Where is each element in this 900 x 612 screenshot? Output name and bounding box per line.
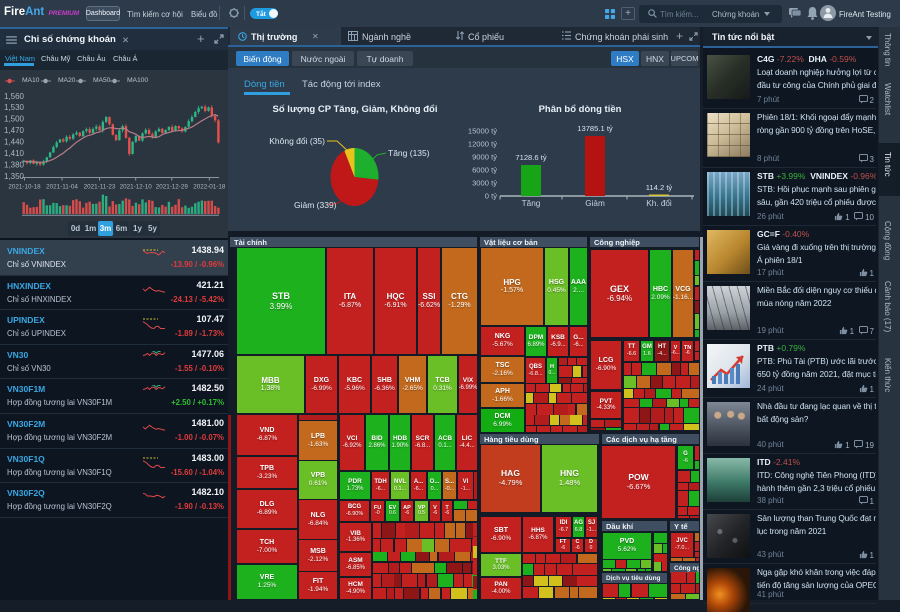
svg-text:13785.1 tỷ: 13785.1 tỷ [577,124,613,133]
svg-text:114.2 tỷ: 114.2 tỷ [646,183,673,192]
svg-text:9000 tỷ: 9000 tỷ [472,153,497,162]
svg-text:1,440: 1,440 [4,138,25,147]
svg-text:1,350: 1,350 [4,172,25,181]
svg-text:2021-12-29: 2021-12-29 [156,184,189,191]
svg-text:2021-11-04: 2021-11-04 [46,184,78,191]
svg-text:Giảm: Giảm [585,199,605,208]
svg-text:1,560: 1,560 [4,92,25,101]
svg-text:1,470: 1,470 [4,126,25,135]
svg-text:3000 tỷ: 3000 tỷ [472,179,497,188]
svg-text:2021-10-18: 2021-10-18 [8,184,41,191]
svg-text:15000 tỷ: 15000 tỷ [468,127,497,136]
svg-text:2021-11-23: 2021-11-23 [84,184,116,191]
svg-text:1,380: 1,380 [4,160,25,169]
svg-text:12000 tỷ: 12000 tỷ [468,140,497,149]
svg-text:Kh. đổi: Kh. đổi [646,198,672,208]
svg-text:6000 tỷ: 6000 tỷ [472,166,497,175]
svg-text:1,410: 1,410 [4,149,25,158]
svg-text:0 tỷ: 0 tỷ [485,192,497,201]
svg-text:2021-12-10: 2021-12-10 [120,184,153,191]
svg-text:1,500: 1,500 [4,115,25,124]
svg-text:7128.6 tỷ: 7128.6 tỷ [515,153,546,162]
svg-text:2022-01-18: 2022-01-18 [193,184,226,191]
svg-text:1,530: 1,530 [4,103,25,112]
svg-text:Tăng: Tăng [522,199,541,208]
